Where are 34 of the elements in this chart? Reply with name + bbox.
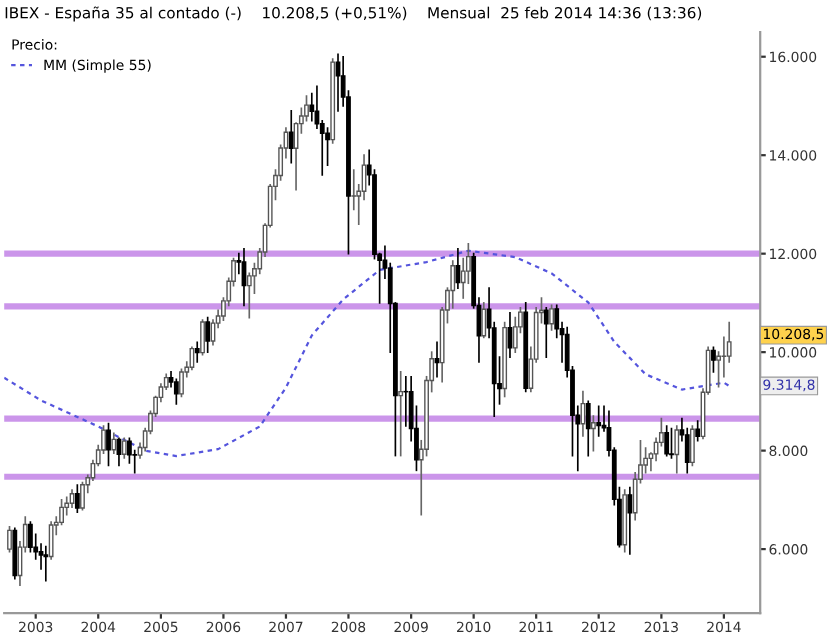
candlestick: [455, 247, 461, 289]
candlestick: [711, 346, 716, 373]
candlestick: [585, 400, 591, 457]
candlestick: [43, 545, 49, 582]
candlestick: [674, 425, 680, 474]
candlestick: [7, 526, 12, 553]
candlestick: [288, 110, 294, 164]
candlestick: [669, 427, 674, 459]
candlestick: [200, 319, 205, 356]
candlestick: [80, 481, 85, 511]
candlestick: [481, 302, 487, 339]
candlestick: [173, 378, 179, 405]
candlestick: [111, 432, 117, 454]
candlestick: [12, 527, 18, 580]
candlestick: [74, 484, 80, 514]
candlestick: [106, 422, 111, 467]
candlestick: [627, 486, 633, 555]
candlestick: [48, 521, 54, 560]
candlestick: [596, 405, 602, 437]
candlestick: [689, 425, 695, 467]
candlestick: [543, 306, 549, 358]
candlestick: [194, 341, 200, 363]
candlestick: [695, 420, 701, 442]
candlestick: [398, 371, 404, 457]
candlestick: [179, 368, 184, 398]
candlestick: [590, 415, 596, 452]
candlestick: [121, 437, 127, 459]
candlestick: [549, 304, 554, 331]
candlestick: [309, 92, 315, 122]
candlestick: [205, 316, 211, 353]
candlestick: [27, 521, 33, 553]
line-series: [4, 249, 731, 458]
candlestick: [664, 425, 670, 457]
candlestick: [335, 53, 341, 112]
